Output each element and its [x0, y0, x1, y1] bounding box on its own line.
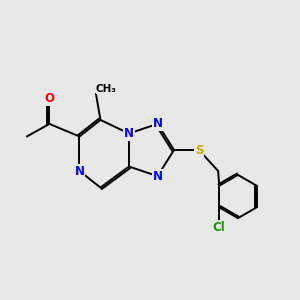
Text: O: O: [44, 92, 54, 106]
Text: N: N: [152, 169, 163, 183]
Text: N: N: [152, 117, 163, 130]
Text: N: N: [74, 164, 84, 178]
Text: S: S: [195, 143, 203, 157]
Text: CH₃: CH₃: [96, 84, 117, 94]
Text: Cl: Cl: [213, 221, 226, 234]
Text: N: N: [124, 127, 134, 140]
